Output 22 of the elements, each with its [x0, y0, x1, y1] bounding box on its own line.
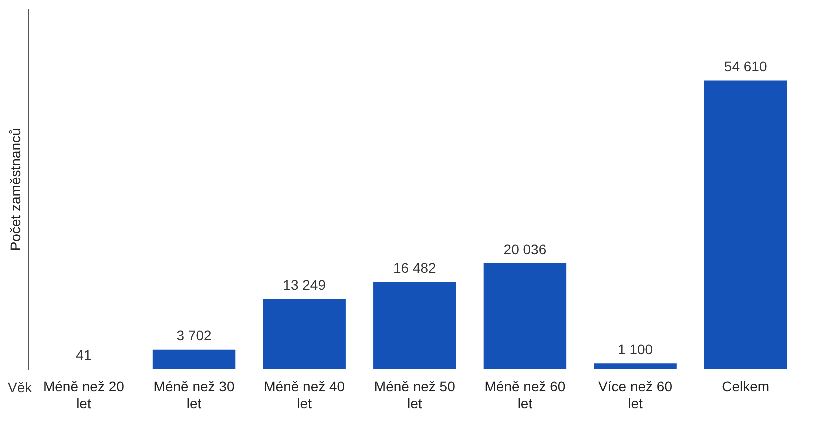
- x-tick-label: Méně než 30 let: [154, 378, 235, 412]
- x-tick-label: Méně než 40 let: [264, 378, 346, 412]
- bar: [263, 299, 346, 370]
- x-tick-label: Více než 60 let: [598, 378, 673, 412]
- data-label: 16 482: [393, 260, 437, 276]
- x-axis-title: Věk: [8, 379, 34, 396]
- bar: [484, 264, 567, 370]
- data-label: 1 100: [618, 341, 654, 358]
- data-label: 13 249: [283, 277, 326, 294]
- x-tick-label: Méně než 60 let: [484, 378, 566, 412]
- data-label: 3 702: [176, 328, 212, 344]
- bar: [594, 364, 677, 370]
- data-label: 54 610: [724, 58, 768, 75]
- bar: [704, 80, 788, 370]
- data-label: 41: [76, 347, 92, 364]
- bar: [152, 350, 236, 370]
- y-axis-title: Počet zaměstnanců: [7, 128, 24, 252]
- x-tick-label: Celkem: [722, 378, 770, 395]
- data-label: 20 036: [504, 241, 547, 258]
- x-tick-label: Méně než 20 let: [43, 378, 125, 412]
- bar: [374, 282, 456, 370]
- x-tick-label: Méně než 50 let: [374, 378, 456, 412]
